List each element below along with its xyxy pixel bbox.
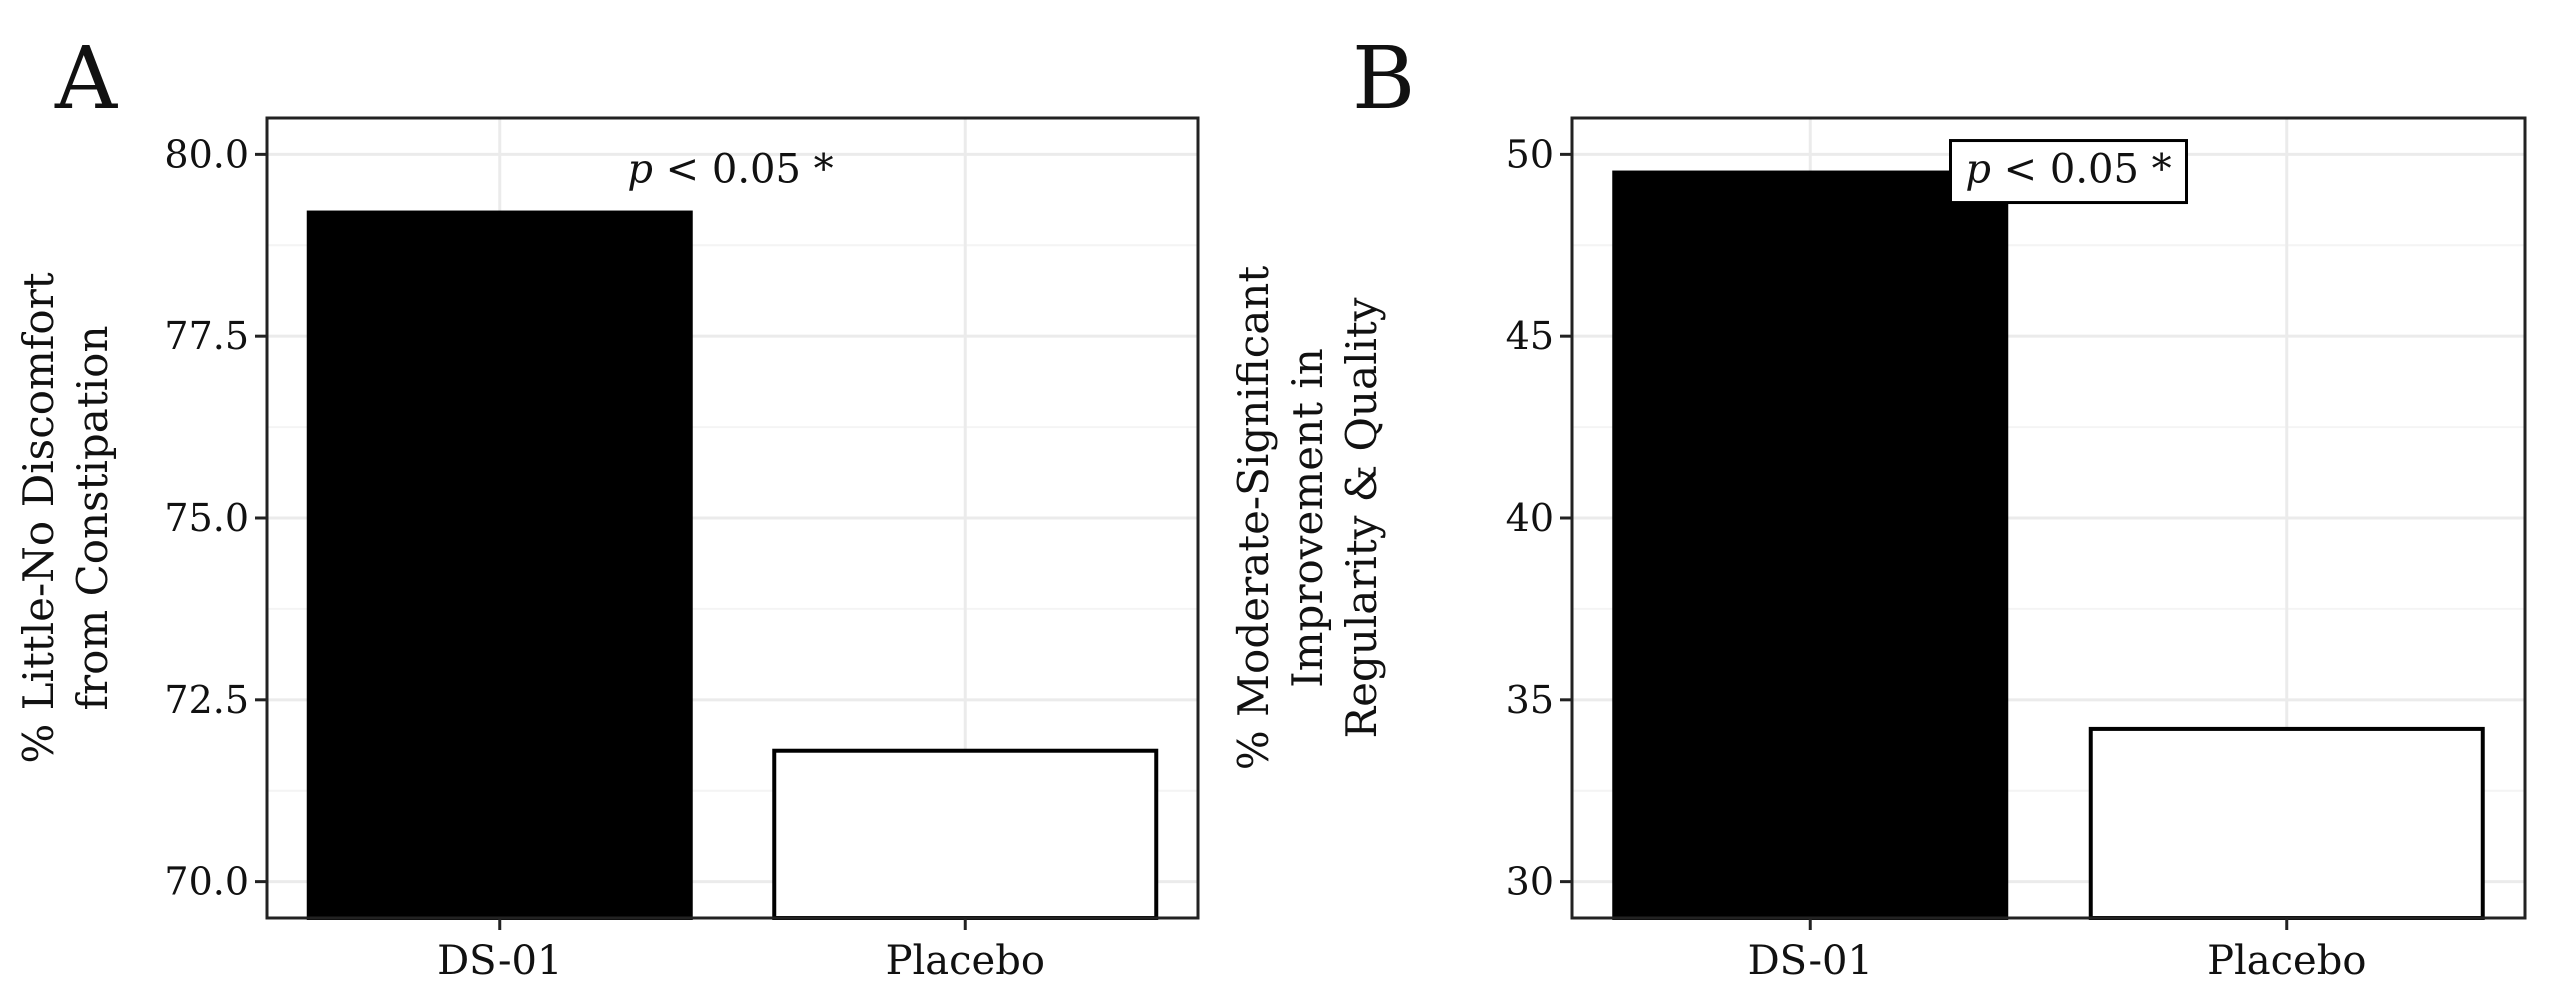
- significance-label: p < 0.05 *: [1965, 147, 2171, 193]
- y-axis-title-line: Regularity & Quality: [1337, 297, 1386, 738]
- panel-b-letter: B: [1352, 29, 1415, 129]
- panel-b: B % Moderate-Significant Improvement in Re…: [1229, 29, 2527, 984]
- bar-placebo: [772, 748, 1159, 921]
- y-axis-title-line: from Constipation: [68, 326, 117, 711]
- y-tick-label: 72.5: [164, 678, 249, 722]
- y-axis-title-line: % Little-No Discomfort: [14, 272, 63, 763]
- panel-a-bars: [306, 210, 1159, 921]
- y-tick-label: 30: [1506, 860, 1554, 904]
- x-tick-label-placebo: Placebo: [886, 938, 1045, 984]
- x-tick-label-ds-01: DS-01: [437, 938, 562, 984]
- panel-a-x-ticks: DS-01 Placebo: [437, 918, 1045, 984]
- panel-b-x-ticks: DS-01 Placebo: [1748, 918, 2366, 984]
- y-tick-label: 80.0: [164, 132, 249, 176]
- panel-a-annotation: p < 0.05 *: [627, 147, 833, 193]
- x-tick-label-placebo: Placebo: [2207, 938, 2366, 984]
- y-tick-label: 45: [1506, 314, 1554, 358]
- panel-b-bars: [1612, 170, 2485, 921]
- panel-b-y-ticks: 30 35 40 45 50: [1506, 132, 1572, 904]
- panel-b-annotation: p < 0.05 *: [1949, 139, 2188, 205]
- y-tick-label: 75.0: [164, 496, 249, 540]
- y-tick-label: 40: [1506, 496, 1554, 540]
- y-tick-label: 35: [1506, 678, 1554, 722]
- significance-label: p < 0.05 *: [627, 147, 833, 193]
- bar-ds-01: [306, 210, 693, 920]
- y-tick-label: 50: [1506, 132, 1554, 176]
- panel-a: A % Little-No Discomfort from Constipatio…: [14, 29, 1200, 984]
- y-tick-label: 77.5: [164, 314, 249, 358]
- panel-a-y-ticks: 70.0 72.5 75.0 77.5 80.0: [164, 132, 267, 904]
- y-axis-title-line: % Moderate-Significant: [1229, 266, 1278, 771]
- panel-b-y-axis-title: % Moderate-Significant Improvement in Regu…: [1229, 266, 1386, 771]
- bar-placebo: [2088, 726, 2485, 921]
- panel-a-letter: A: [54, 29, 118, 129]
- bar-ds-01: [1612, 170, 2009, 920]
- x-tick-label-ds-01: DS-01: [1748, 938, 1873, 984]
- y-axis-title-line: Improvement in: [1283, 348, 1332, 688]
- annotation-box: [1949, 139, 2188, 205]
- panel-a-y-axis-title: % Little-No Discomfort from Constipation: [14, 272, 117, 763]
- y-tick-label: 70.0: [164, 860, 249, 904]
